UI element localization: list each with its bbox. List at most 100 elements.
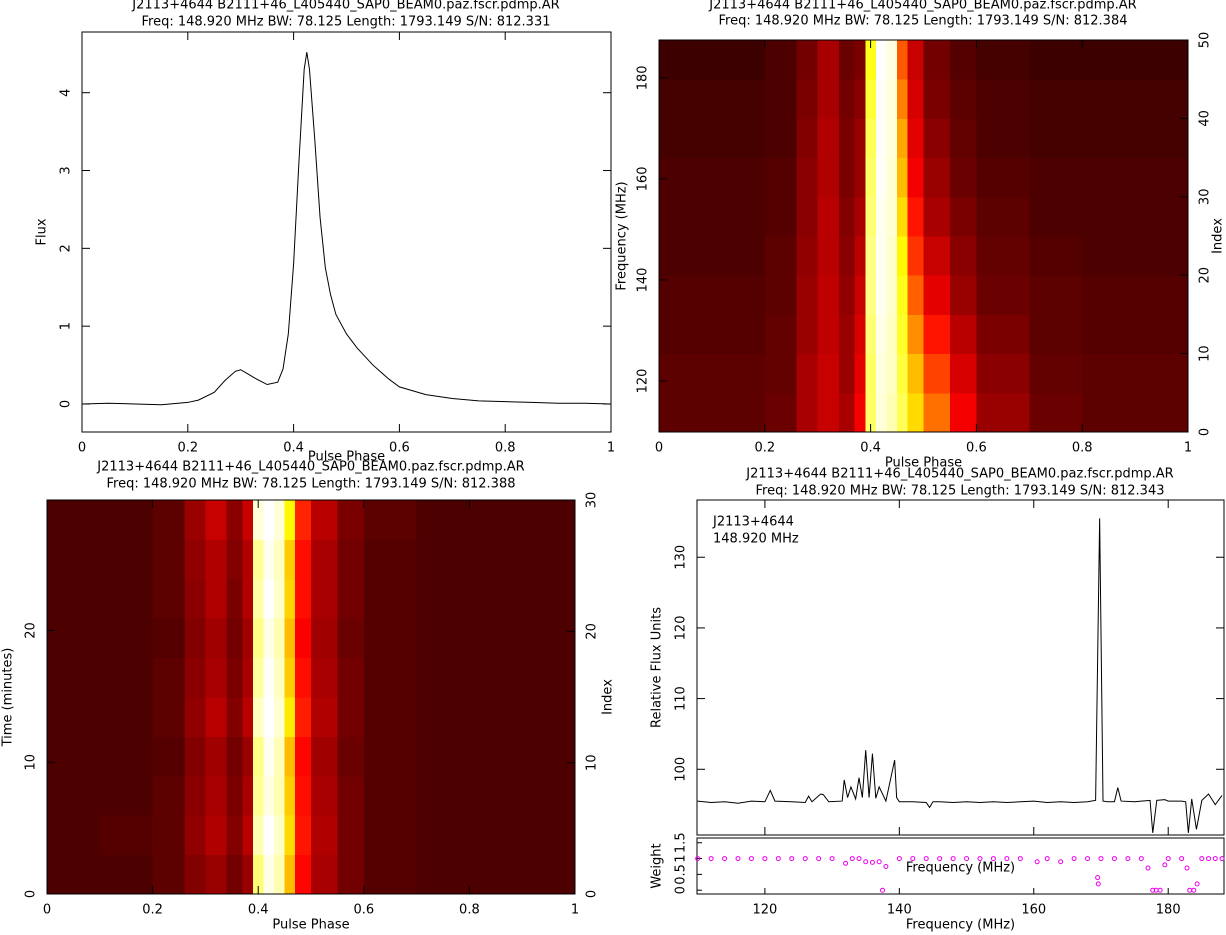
- heat-cell: [976, 275, 1030, 315]
- heat-cell: [838, 353, 856, 394]
- heat-cell: [311, 500, 338, 540]
- weight-point: [802, 856, 808, 862]
- y-axis-label: Flux: [35, 218, 50, 245]
- weight-point: [1206, 856, 1212, 862]
- heat-cell: [886, 196, 898, 237]
- heat-cell: [949, 118, 977, 159]
- heat-cell: [252, 657, 264, 698]
- weight-point: [1187, 887, 1193, 893]
- weight-point: [977, 856, 983, 862]
- chart-title: J2113+4644 B2111+46_L405440_SAP0_BEAM0.p…: [708, 0, 1136, 13]
- heat-cell: [923, 157, 951, 198]
- heat-cell: [875, 118, 887, 159]
- x-tick-label: 0: [43, 903, 51, 918]
- weights-x-label: Frequency (MHz): [906, 861, 1015, 876]
- heat-cell: [923, 236, 951, 276]
- heat-cell: [875, 353, 887, 394]
- x-tick-label: 0.2: [142, 903, 163, 918]
- weight-point: [1212, 856, 1218, 862]
- heat-cell: [47, 539, 101, 580]
- heat-cell: [311, 854, 338, 895]
- heat-cell: [886, 314, 898, 355]
- y-tick-label: 20: [24, 622, 39, 639]
- heat-cell: [865, 40, 877, 80]
- heat-cell: [311, 775, 338, 816]
- heat-cell: [764, 314, 798, 355]
- heat-cell: [184, 500, 206, 540]
- heat-cell: [274, 854, 286, 895]
- heat-cell: [817, 79, 840, 119]
- y-tick-label: 110: [674, 686, 689, 711]
- heat-cell: [796, 353, 819, 394]
- heat-cell: [99, 618, 154, 659]
- heat-cell: [711, 118, 766, 159]
- y-tick-label: 0.5: [674, 864, 689, 885]
- heat-cell: [226, 539, 243, 580]
- heat-cell: [469, 815, 523, 856]
- heat-cell: [838, 79, 856, 119]
- heat-cell: [416, 815, 470, 856]
- heat-cell: [184, 815, 206, 856]
- heat-cell: [274, 618, 286, 659]
- heat-cell: [1029, 79, 1083, 119]
- weight-point: [722, 856, 728, 862]
- heat-cell: [886, 275, 898, 315]
- heat-cell: [295, 578, 312, 619]
- heat-cell: [659, 236, 713, 276]
- heat-cell: [838, 157, 856, 198]
- weight-point: [990, 856, 996, 862]
- heat-cell: [796, 275, 819, 315]
- heat-cell: [817, 157, 840, 198]
- heat-cell: [875, 157, 887, 198]
- weight-point: [762, 856, 768, 862]
- x-tick-label: 1: [607, 441, 615, 456]
- y2-tick-label: 50: [1198, 32, 1213, 49]
- heat-cell: [659, 275, 713, 315]
- weight-point: [896, 856, 902, 862]
- chart-subtitle: Freq: 148.920 MHz BW: 78.125 Length: 179…: [755, 484, 1164, 499]
- heat-cell: [263, 500, 275, 540]
- heat-cell: [1135, 236, 1189, 276]
- y-tick-label: 0: [674, 886, 689, 894]
- heat-cell: [311, 815, 338, 856]
- annotation: 148.920 MHz: [713, 532, 799, 547]
- heat-cell: [242, 736, 254, 777]
- heat-cell: [284, 815, 296, 856]
- y2-tick-label: 10: [1198, 345, 1213, 362]
- heat-cell: [897, 392, 909, 433]
- heat-cell: [796, 196, 819, 237]
- heat-cell: [854, 392, 866, 433]
- heat-cell: [263, 697, 275, 737]
- heat-cell: [416, 736, 470, 777]
- heat-cell: [469, 854, 523, 895]
- heat-cell: [295, 815, 312, 856]
- y2-tick-label: 0: [1198, 428, 1213, 436]
- y-tick-label: 4: [59, 89, 74, 97]
- x-tick-label: 0: [655, 441, 663, 456]
- x-tick-label: 0.6: [966, 441, 987, 456]
- heat-cell: [184, 657, 206, 698]
- chart-subtitle: Freq: 148.920 MHz BW: 78.125 Length: 179…: [718, 14, 1127, 29]
- heat-cell: [152, 578, 185, 619]
- heat-cell: [311, 697, 338, 737]
- heat-cell: [226, 657, 243, 698]
- y-tick-label: 0: [24, 890, 39, 898]
- heat-cell: [226, 815, 243, 856]
- heat-cell: [886, 79, 898, 119]
- heat-cell: [897, 196, 909, 237]
- heat-cell: [1082, 79, 1136, 119]
- weight-point: [695, 856, 701, 862]
- heat-cell: [897, 236, 909, 276]
- heat-cell: [817, 353, 840, 394]
- x-tick-label: 0.8: [495, 441, 516, 456]
- weight-point: [1199, 856, 1205, 862]
- heat-cell: [854, 196, 866, 237]
- heat-cell: [907, 118, 924, 159]
- heat-cell: [522, 815, 576, 856]
- heat-cell: [976, 392, 1030, 433]
- heat-cell: [363, 539, 418, 580]
- x-tick-label: 180: [1156, 903, 1181, 918]
- heat-cell: [923, 275, 951, 315]
- heat-cell: [659, 392, 713, 433]
- heat-cell: [897, 275, 909, 315]
